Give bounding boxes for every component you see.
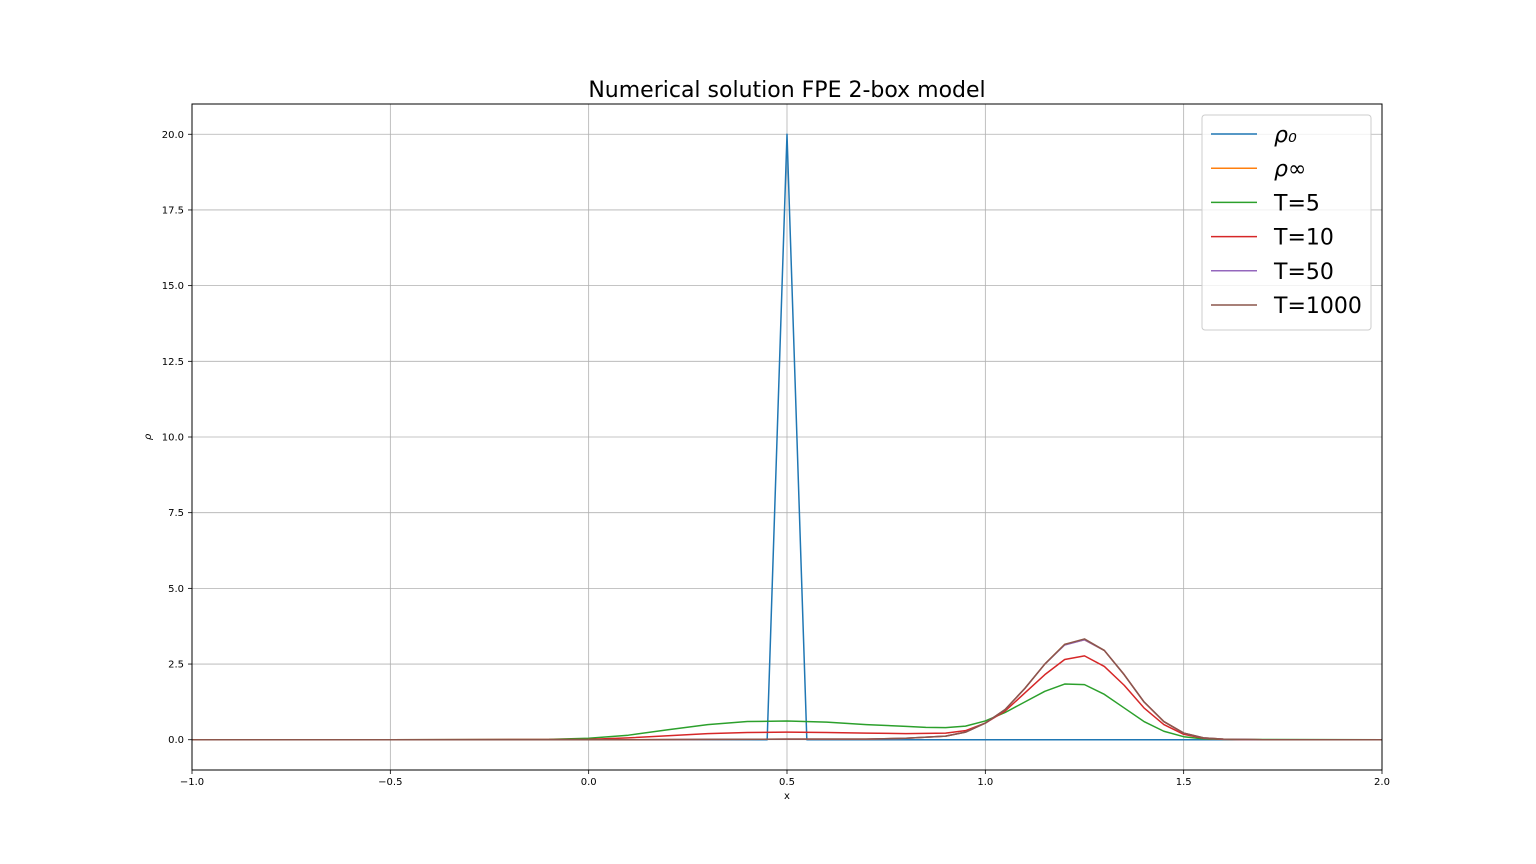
y-tick-label: 20.0 [162,130,184,141]
x-tick-label: 0.0 [581,777,597,788]
legend-label-3: T=10 [1273,226,1334,251]
x-tick-label: 2.0 [1374,777,1390,788]
x-tick-label: −1.0 [180,777,204,788]
chart-title: Numerical solution FPE 2-box model [588,78,985,103]
series-line-2 [192,683,1383,741]
series-lines [192,133,1383,741]
legend-label-1: ρ∞ [1274,157,1306,182]
x-tick-label: −0.5 [378,777,402,788]
series-line-5 [192,638,1382,741]
y-tick-label: 17.5 [162,205,184,216]
y-axis-label: ρ [143,433,154,440]
y-tick-label: 12.5 [162,357,184,368]
y-tick-label: 7.5 [168,508,184,519]
legend-label-0: ρ₀ [1274,123,1297,148]
legend: ρ₀ ρ∞ T=5 T=10 T=50 T=1000 [1201,114,1372,331]
x-axis-label: x [784,791,790,802]
y-tick-label: 15.0 [162,281,184,292]
x-axis-ticks: −1.0 −0.5 0.0 0.5 1.0 1.5 2.0 [180,770,1390,788]
y-tick-label: 5.0 [168,584,184,595]
x-tick-label: 1.0 [977,777,993,788]
legend-label-5: T=1000 [1273,294,1362,319]
y-axis-ticks: 0.0 2.5 5.0 7.5 10.0 12.5 15.0 17.5 20.0 [162,130,192,746]
legend-label-4: T=50 [1273,260,1334,285]
legend-label-2: T=5 [1273,191,1320,216]
x-tick-label: 0.5 [779,777,795,788]
y-tick-label: 10.0 [162,433,184,444]
y-tick-label: 0.0 [168,735,184,746]
y-tick-label: 2.5 [168,660,184,671]
x-tick-label: 1.5 [1176,777,1192,788]
